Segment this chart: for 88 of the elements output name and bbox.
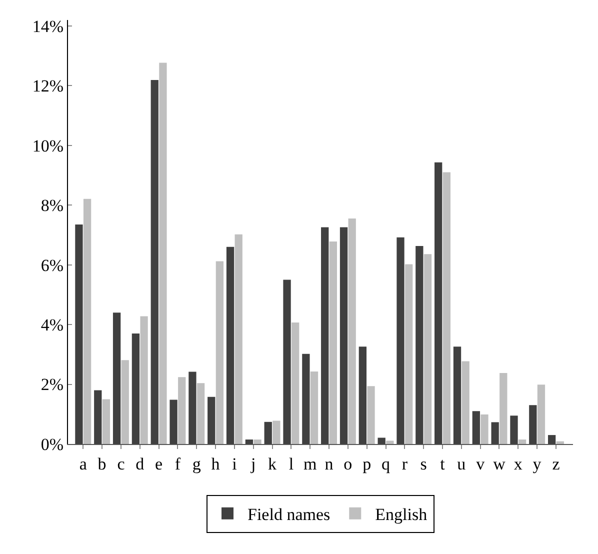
bar [548,435,556,444]
bar [83,198,92,444]
bar [416,246,424,444]
x-tick-label: q [382,454,390,474]
bar [102,399,110,444]
bar [196,383,205,444]
bar [150,80,158,444]
x-tick-label: l [288,454,294,474]
bar [348,218,356,444]
bar [112,312,121,444]
bar [518,440,526,444]
x-tick-label: x [514,454,523,474]
y-tick-label: 0% [40,434,64,454]
x-tick-label: r [402,454,408,474]
bar [396,237,404,444]
x-tick-label: t [440,454,446,474]
x-tick-label: w [493,454,506,474]
x-tick-label: j [250,454,256,474]
bar [216,261,224,444]
bar [226,246,234,444]
x-tick-label: p [362,454,372,474]
legend-label: English [375,505,428,524]
x-tick-label: u [457,454,466,474]
bar [340,227,348,444]
x-tick-label: k [268,454,278,474]
bar [329,242,337,444]
bar [378,438,386,444]
bar [159,62,167,444]
bar [178,377,186,444]
bar [556,441,564,444]
bar [358,346,367,444]
bar [170,400,178,444]
x-tick-label: n [324,454,334,474]
x-tick-label: v [476,454,486,474]
x-tick-label: m [303,454,317,474]
bar [283,280,291,444]
bar [132,334,140,444]
bar [208,396,216,444]
bar [94,390,102,444]
bar [491,422,499,444]
x-tick-label: o [344,454,352,474]
y-tick-label: 8% [40,196,64,216]
bar [321,227,329,444]
bar [424,254,432,444]
bar [462,361,470,444]
y-tick-label: 2% [40,375,64,394]
bar [264,422,272,444]
x-tick-label: g [192,454,202,474]
bar [442,172,450,444]
bar [188,372,196,444]
bar [367,386,375,444]
bar [254,440,262,444]
bar [434,162,442,444]
x-tick-label: a [79,454,88,474]
x-tick-label: d [136,454,145,474]
y-tick-label: 6% [40,256,64,275]
bar [472,411,480,444]
bar [272,420,280,444]
x-tick-label: e [155,454,163,474]
bar [75,224,83,444]
y-tick-label: 10% [32,136,64,156]
x-tick-label: c [117,454,126,474]
x-tick-label: i [232,454,238,474]
bar [453,346,462,444]
bar [500,372,508,444]
x-tick-label: b [98,454,106,474]
bar [537,384,546,444]
bar [386,440,394,444]
y-tick-label: 12% [32,76,64,96]
bar [480,414,488,444]
bar [121,360,129,444]
bar [302,354,310,444]
legend-label: Field names [248,505,330,524]
x-tick-label: s [420,454,427,474]
x-tick-label: y [532,454,542,474]
bar [529,405,537,444]
y-tick-label: 14% [32,16,64,36]
bar [310,371,318,444]
x-tick-label: f [174,454,181,474]
bar [140,316,148,444]
x-tick-label: h [211,454,220,474]
y-tick-label: 4% [40,316,64,335]
x-tick-label: z [552,454,560,474]
bar [245,440,254,444]
bar [234,234,242,444]
bar [405,264,413,444]
bar [510,416,518,444]
bar [292,322,300,444]
